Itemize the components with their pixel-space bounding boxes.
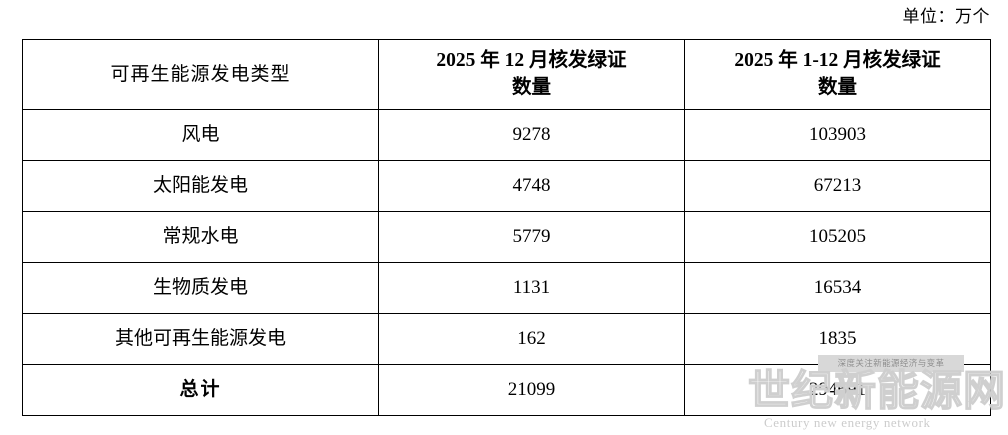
cell-type: 其他可再生能源发电 <box>22 313 379 365</box>
table-row: 风电 9278 103903 <box>22 109 991 161</box>
cell-year-value: 67213 <box>684 160 991 212</box>
column-header-type: 可再生能源发电类型 <box>22 39 379 110</box>
column-header-month: 2025 年 12 月核发绿证 数量 <box>378 39 685 110</box>
cell-year-total: 294691 <box>684 364 991 416</box>
cell-month-value: 4748 <box>378 160 685 212</box>
cell-month-value: 162 <box>378 313 685 365</box>
cell-month-value: 9278 <box>378 109 685 161</box>
column-header-type-line1: 可再生能源发电类型 <box>110 63 291 85</box>
unit-caption: 单位：万个 <box>902 7 990 26</box>
column-header-year-line2: 数量 <box>817 76 857 98</box>
report-table-container: 可再生能源发电类型 2025 年 12 月核发绿证 数量 2025 年 1-12… <box>22 39 991 416</box>
table-row: 太阳能发电 4748 67213 <box>22 160 991 212</box>
table-body: 风电 9278 103903 太阳能发电 4748 67213 常规水电 577… <box>22 109 991 416</box>
cell-type: 太阳能发电 <box>22 160 379 212</box>
table-row: 常规水电 5779 105205 <box>22 211 991 263</box>
column-header-month-line1: 2025 年 12 月核发绿证 <box>436 50 627 72</box>
cell-month-value: 5779 <box>378 211 685 263</box>
cell-type-total: 总计 <box>22 364 379 416</box>
cell-month-value: 1131 <box>378 262 685 314</box>
watermark-subtitle: Century new energy network <box>764 415 931 430</box>
cell-year-value: 103903 <box>684 109 991 161</box>
cell-year-value: 16534 <box>684 262 991 314</box>
cell-type: 生物质发电 <box>22 262 379 314</box>
table-row: 生物质发电 1131 16534 <box>22 262 991 314</box>
table-row-total: 总计 21099 294691 <box>22 364 991 416</box>
table-row: 其他可再生能源发电 162 1835 <box>22 313 991 365</box>
table-header-row: 可再生能源发电类型 2025 年 12 月核发绿证 数量 2025 年 1-12… <box>22 39 991 110</box>
column-header-month-line2: 数量 <box>511 76 551 98</box>
cell-type: 常规水电 <box>22 211 379 263</box>
cell-month-total: 21099 <box>378 364 685 416</box>
cell-type: 风电 <box>22 109 379 161</box>
renewable-green-certificate-table: 可再生能源发电类型 2025 年 12 月核发绿证 数量 2025 年 1-12… <box>22 39 991 416</box>
cell-year-value: 105205 <box>684 211 991 263</box>
table-header: 可再生能源发电类型 2025 年 12 月核发绿证 数量 2025 年 1-12… <box>22 39 991 110</box>
cell-year-value: 1835 <box>684 313 991 365</box>
column-header-year-line1: 2025 年 1-12 月核发绿证 <box>734 50 941 72</box>
column-header-year: 2025 年 1-12 月核发绿证 数量 <box>684 39 991 110</box>
